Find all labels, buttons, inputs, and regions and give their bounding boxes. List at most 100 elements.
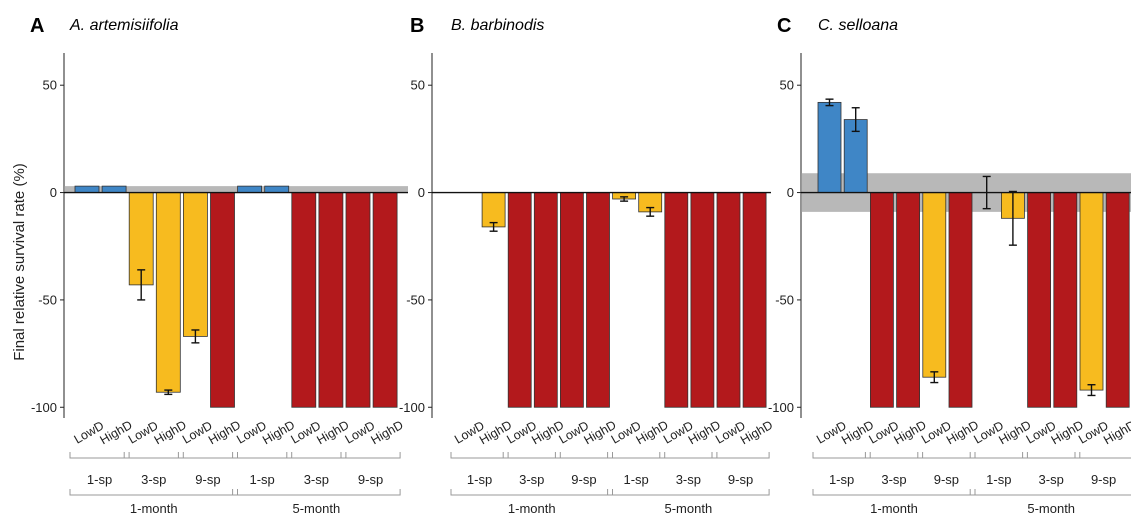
bar bbox=[1053, 192, 1078, 408]
panel-letter: A bbox=[30, 15, 44, 37]
period-label: 1-month bbox=[870, 501, 918, 516]
bar bbox=[1079, 192, 1104, 391]
bar bbox=[1105, 192, 1130, 408]
bar bbox=[291, 192, 317, 408]
group-bracket bbox=[69, 452, 130, 459]
group-label: 9-sp bbox=[1091, 472, 1116, 487]
bar bbox=[74, 185, 100, 193]
group-bracket bbox=[450, 452, 509, 459]
x-tick-label: HighD bbox=[369, 418, 406, 447]
y-axis-label: Final relative survival rate (%) bbox=[11, 163, 28, 361]
group-bracket bbox=[1074, 452, 1131, 459]
group-label: 9-sp bbox=[728, 472, 753, 487]
bar bbox=[716, 192, 741, 408]
y-tick-label: 50 bbox=[43, 78, 57, 93]
group-label: 3-sp bbox=[881, 472, 906, 487]
bar bbox=[155, 192, 181, 393]
period-label: 1-month bbox=[508, 501, 556, 516]
y-tick-label: 50 bbox=[411, 78, 425, 93]
period-label: 5-month bbox=[292, 501, 340, 516]
bar bbox=[264, 185, 290, 193]
bar bbox=[870, 192, 894, 408]
panel-title: B. barbinodis bbox=[451, 17, 544, 34]
bar bbox=[182, 192, 208, 337]
period-bracket bbox=[450, 489, 613, 496]
group-label: 1-sp bbox=[829, 472, 854, 487]
group-label: 1-sp bbox=[467, 472, 492, 487]
group-label: 1-sp bbox=[250, 472, 275, 487]
group-label: 9-sp bbox=[358, 472, 383, 487]
group-label: 9-sp bbox=[195, 472, 220, 487]
bar bbox=[507, 192, 532, 408]
bar bbox=[922, 192, 947, 378]
group-bracket bbox=[917, 452, 976, 459]
group-bracket bbox=[502, 452, 561, 459]
group-bracket bbox=[969, 452, 1028, 459]
group-label: 1-sp bbox=[87, 472, 112, 487]
y-tick-label: -100 bbox=[31, 400, 57, 415]
bar bbox=[210, 192, 235, 408]
bar bbox=[372, 192, 398, 408]
group-bracket bbox=[232, 452, 293, 459]
panel-b: B B. barbinodis500-50-100LowDHighDLowDHig… bbox=[399, 15, 775, 516]
group-label: 3-sp bbox=[519, 472, 544, 487]
period-label: 1-month bbox=[130, 501, 178, 516]
panel-title: A. artemisiifolia bbox=[69, 17, 179, 34]
bar bbox=[481, 192, 506, 228]
bar bbox=[742, 192, 767, 408]
period-bracket bbox=[232, 489, 401, 496]
panels: A A. artemisiifolia500-50-100LowDHighDLow… bbox=[30, 15, 1131, 516]
y-tick-label: -100 bbox=[399, 400, 425, 415]
group-bracket bbox=[812, 452, 871, 459]
y-tick-label: 0 bbox=[787, 185, 794, 200]
bar bbox=[345, 192, 371, 408]
bar bbox=[560, 192, 584, 408]
group-label: 3-sp bbox=[1039, 472, 1064, 487]
bar bbox=[1027, 192, 1051, 408]
period-label: 5-month bbox=[1027, 501, 1075, 516]
bar bbox=[586, 192, 610, 408]
panel-a: A A. artemisiifolia500-50-100LowDHighDLow… bbox=[30, 15, 408, 516]
group-label: 3-sp bbox=[676, 472, 701, 487]
reference-band bbox=[64, 186, 408, 193]
group-label: 3-sp bbox=[304, 472, 329, 487]
group-label: 3-sp bbox=[141, 472, 166, 487]
y-tick-label: -50 bbox=[38, 292, 57, 307]
period-label: 5-month bbox=[664, 501, 712, 516]
group-bracket bbox=[123, 452, 184, 459]
y-tick-label: -100 bbox=[768, 400, 794, 415]
y-tick-label: 50 bbox=[780, 78, 794, 93]
bar bbox=[817, 101, 842, 193]
bar bbox=[101, 185, 127, 193]
group-bracket bbox=[711, 452, 770, 459]
bar bbox=[318, 192, 344, 408]
period-bracket bbox=[969, 489, 1131, 496]
group-bracket bbox=[286, 452, 347, 459]
y-tick-label: -50 bbox=[775, 292, 794, 307]
bar bbox=[948, 192, 973, 408]
panel-letter: B bbox=[410, 15, 424, 37]
group-bracket bbox=[554, 452, 613, 459]
panel-title: C. selloana bbox=[818, 17, 898, 34]
bar bbox=[664, 192, 689, 408]
bar bbox=[690, 192, 715, 408]
bar bbox=[237, 185, 263, 193]
y-tick-label: 0 bbox=[418, 185, 425, 200]
group-bracket bbox=[177, 452, 238, 459]
group-label: 1-sp bbox=[624, 472, 649, 487]
group-bracket bbox=[607, 452, 666, 459]
period-bracket bbox=[69, 489, 238, 496]
bar bbox=[896, 192, 920, 408]
period-bracket bbox=[812, 489, 976, 496]
group-label: 9-sp bbox=[571, 472, 596, 487]
group-bracket bbox=[340, 452, 401, 459]
panel-c: C C. selloana500-50-100LowDHighDLowDHighD… bbox=[768, 15, 1131, 516]
group-label: 9-sp bbox=[934, 472, 959, 487]
x-tick-label: HighD bbox=[738, 418, 775, 447]
panel-letter: C bbox=[777, 15, 791, 37]
group-label: 1-sp bbox=[986, 472, 1011, 487]
group-bracket bbox=[864, 452, 924, 459]
group-bracket bbox=[1022, 452, 1081, 459]
group-bracket bbox=[659, 452, 718, 459]
